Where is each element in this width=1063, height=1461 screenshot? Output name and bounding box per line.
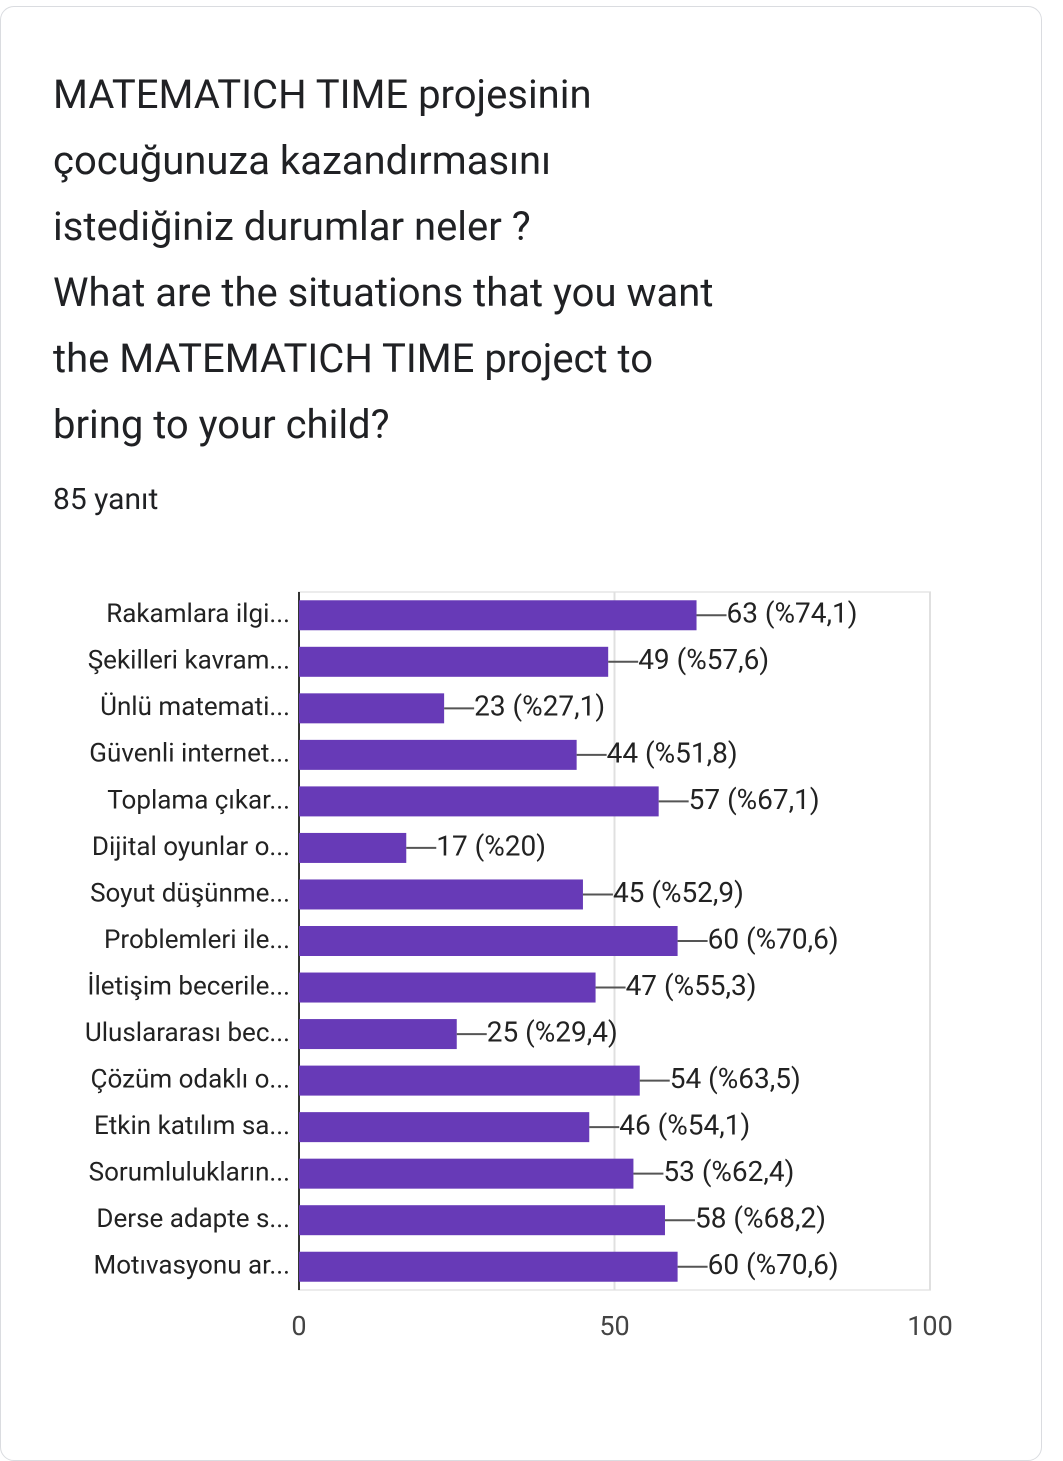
y-tick-label: Motıvasyonu ar... [94, 1251, 290, 1281]
y-tick-label: Toplama çıkar... [107, 785, 290, 815]
bar [299, 786, 659, 817]
value-label: 25 (%29,4) [487, 1015, 618, 1048]
y-tick-label: Problemleri ile... [104, 925, 290, 955]
bar [299, 1065, 640, 1096]
x-tick-label: 0 [291, 1310, 306, 1342]
bar [299, 1019, 457, 1050]
bar [299, 646, 609, 677]
bar [299, 693, 445, 724]
value-label: 45 (%52,9) [613, 876, 744, 909]
y-tick-label: Ünlü matemati... [100, 692, 290, 722]
bar [299, 739, 577, 770]
value-label: 60 (%70,6) [708, 922, 839, 955]
chart-title: MATEMATICH TIME projesinin çocuğunuza ka… [53, 71, 714, 448]
bar [299, 600, 697, 631]
value-label: 53 (%62,4) [663, 1155, 794, 1188]
x-tick-label: 50 [599, 1310, 629, 1342]
y-tick-label: Sorumlulukların... [89, 1158, 290, 1188]
value-label: 23 (%27,1) [474, 690, 605, 723]
y-tick-label: Uluslararası bec... [85, 1018, 290, 1048]
value-label: 54 (%63,5) [670, 1062, 801, 1095]
y-tick-label: Çözüm odaklı o... [91, 1064, 290, 1094]
y-tick-label: Rakamlara ilgi... [106, 599, 290, 629]
value-label: 63 (%74,1) [727, 597, 858, 630]
value-label: 60 (%70,6) [708, 1248, 839, 1281]
y-tick-label: Güvenli internet... [89, 739, 290, 769]
bar [299, 832, 407, 863]
bar [299, 1158, 634, 1189]
value-label: 17 (%20) [436, 829, 546, 862]
y-tick-label: Etkin katılım sa... [94, 1111, 290, 1141]
y-tick-label: Dijital oyunlar o... [92, 832, 290, 862]
x-tick-label: 100 [907, 1310, 953, 1342]
response-count: 85 yanıt [53, 482, 159, 517]
value-label: 44 (%51,8) [607, 736, 738, 769]
bar [299, 879, 583, 910]
value-label: 47 (%55,3) [626, 969, 757, 1002]
bar [299, 1205, 665, 1236]
y-tick-label: Şekilleri kavram... [88, 646, 290, 676]
value-label: 46 (%54,1) [619, 1109, 750, 1142]
value-label: 49 (%57,6) [638, 643, 769, 676]
y-tick-label: Derse adapte s... [96, 1204, 290, 1234]
y-tick-label: İletişim becerile... [87, 971, 290, 1001]
bar [299, 926, 678, 956]
bar [299, 1112, 590, 1143]
value-label: 57 (%67,1) [689, 783, 820, 816]
bar [299, 972, 596, 1003]
bar [299, 1251, 678, 1282]
value-label: 58 (%68,2) [695, 1202, 826, 1235]
y-tick-label: Soyut düşünme... [90, 878, 290, 908]
